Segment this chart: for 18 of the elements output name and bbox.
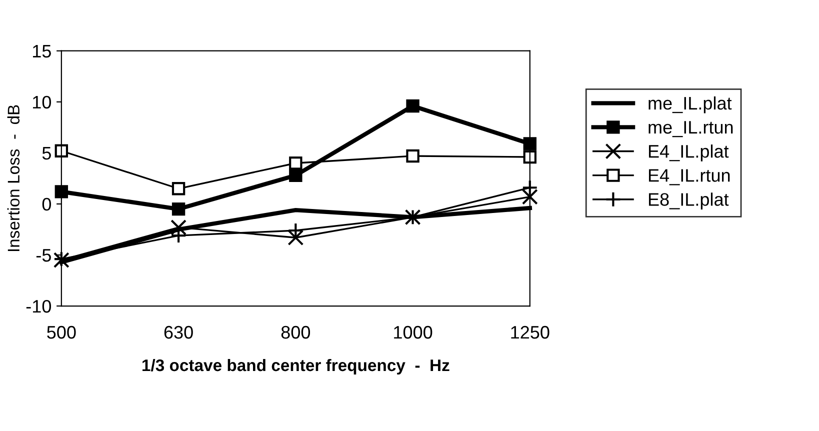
x-tick-label: 1000 bbox=[394, 326, 432, 339]
legend-label: E8_IL.plat bbox=[648, 192, 729, 210]
y-tick-label: 0 bbox=[42, 198, 51, 211]
x-tick-label: 800 bbox=[281, 326, 310, 339]
y-tick-label: 15 bbox=[33, 44, 51, 58]
legend-label: me_IL.rtun bbox=[648, 121, 733, 138]
x-axis-title: 1/3 octave band center frequency - Hz bbox=[142, 358, 450, 374]
x-tick-label: 500 bbox=[47, 326, 76, 339]
y-tick-label: 10 bbox=[33, 96, 51, 109]
y-axis-title: Insertion Loss - dB bbox=[7, 105, 20, 251]
x-tick-label: 630 bbox=[164, 326, 193, 339]
x-tick-label: 1250 bbox=[511, 326, 550, 339]
y-tick-label: -5 bbox=[36, 249, 51, 262]
y-tick-label: -10 bbox=[26, 300, 51, 313]
legend-label: E4_IL.rtun bbox=[648, 169, 730, 186]
legend-label: E4_IL.plat bbox=[648, 144, 729, 162]
y-tick-label: 5 bbox=[42, 147, 51, 160]
legend-label: me_IL.plat bbox=[648, 96, 732, 114]
